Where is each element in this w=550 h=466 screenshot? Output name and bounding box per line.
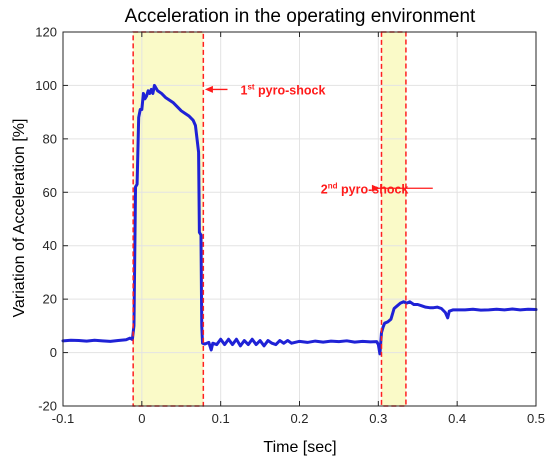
annotation-text: pyro-shock <box>338 182 409 196</box>
annotation-text: pyro-shock <box>255 83 326 97</box>
y-tick-label: 40 <box>43 238 57 253</box>
data-line-series-1 <box>61 83 538 356</box>
annotation-arrowhead-1 <box>204 85 213 93</box>
y-tick-label: 80 <box>43 131 57 146</box>
y-tick-label: -20 <box>38 399 57 414</box>
x-tick-label: 0.2 <box>290 411 308 426</box>
y-tick-label: 20 <box>43 292 57 307</box>
annotation-ordinal-suffix: st <box>247 82 254 91</box>
x-tick-label: 0 <box>138 411 145 426</box>
y-tick-label: 120 <box>35 25 57 40</box>
annotation-label-2: 2nd pyro-shock <box>321 181 409 196</box>
chart-title: Acceleration in the operating environmen… <box>125 6 476 27</box>
plot-area: -0.1 0 0.1 0.2 0.3 0.4 0.5 -20 0 20 40 60 80 100 120 1s… <box>35 25 545 427</box>
annotation-label-1: 1st pyro-shock <box>240 82 325 97</box>
annotation-number: 1 <box>240 83 247 97</box>
highlight-region-1 <box>133 32 204 406</box>
annotation-arrowhead-2 <box>371 184 380 192</box>
x-tick-label: 0.5 <box>527 411 545 426</box>
y-tick-label: 0 <box>50 345 57 360</box>
y-tick-label: 60 <box>43 185 57 200</box>
highlight-region-2 <box>381 32 406 406</box>
annotation-ordinal-suffix: nd <box>328 181 338 190</box>
annotation-number: 2 <box>321 182 328 196</box>
x-axis-label: Time [sec] <box>263 439 336 456</box>
y-axis-label: Variation of Acceleration [%] <box>11 119 28 318</box>
x-tick-label: 0.3 <box>369 411 387 426</box>
x-tick-label: 0.4 <box>448 411 466 426</box>
x-tick-label: 0.1 <box>212 411 230 426</box>
x-tick-label: -0.1 <box>52 411 74 426</box>
y-tick-label: 100 <box>35 78 57 93</box>
